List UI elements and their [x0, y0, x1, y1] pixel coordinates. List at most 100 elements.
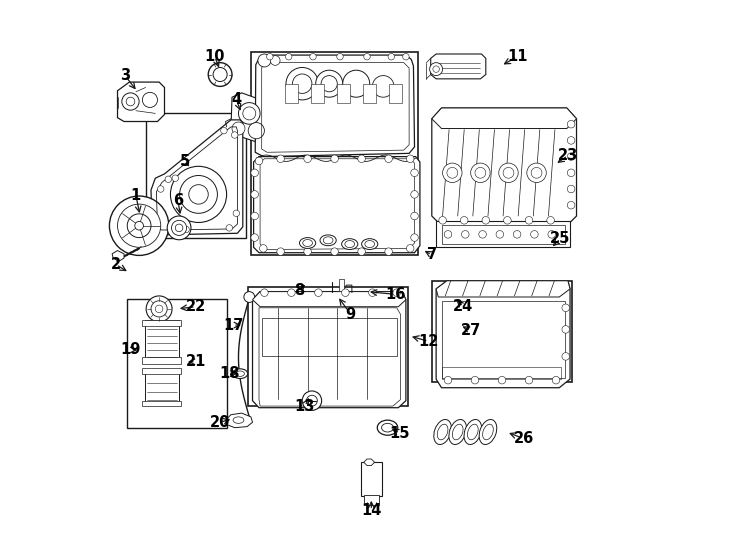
Circle shape [531, 231, 538, 238]
Circle shape [277, 155, 284, 163]
Text: 6: 6 [173, 193, 183, 208]
Circle shape [411, 212, 418, 220]
Text: 5: 5 [180, 154, 190, 170]
Circle shape [504, 217, 511, 224]
Circle shape [475, 167, 486, 178]
Circle shape [385, 155, 393, 163]
Text: 21: 21 [186, 354, 206, 369]
Text: 24: 24 [453, 299, 473, 314]
Circle shape [233, 210, 239, 217]
Circle shape [562, 353, 570, 360]
Circle shape [251, 169, 258, 177]
Ellipse shape [236, 371, 244, 376]
Bar [262, 318, 396, 356]
Circle shape [175, 224, 183, 232]
Circle shape [337, 53, 344, 60]
Circle shape [460, 217, 468, 224]
Circle shape [270, 56, 280, 65]
Polygon shape [431, 54, 486, 79]
Ellipse shape [341, 239, 357, 249]
Bar [142, 320, 181, 326]
Circle shape [368, 289, 377, 296]
Circle shape [251, 212, 258, 220]
Circle shape [277, 248, 284, 255]
Ellipse shape [434, 420, 451, 444]
Text: 22: 22 [186, 299, 206, 314]
Circle shape [156, 305, 163, 313]
Text: 11: 11 [507, 49, 527, 64]
Text: 25: 25 [550, 231, 570, 246]
Text: 27: 27 [460, 323, 481, 338]
Text: 18: 18 [219, 366, 239, 381]
Circle shape [447, 167, 458, 178]
Text: 12: 12 [418, 334, 439, 349]
Circle shape [286, 53, 292, 60]
Text: 7: 7 [426, 247, 437, 262]
Polygon shape [364, 459, 374, 465]
Circle shape [304, 248, 311, 255]
Polygon shape [117, 82, 164, 122]
Circle shape [117, 204, 161, 247]
Circle shape [243, 107, 255, 120]
Circle shape [526, 376, 533, 384]
Bar [432, 281, 573, 382]
Bar [145, 113, 245, 238]
Circle shape [127, 214, 151, 238]
Ellipse shape [377, 420, 398, 435]
Circle shape [471, 376, 479, 384]
Circle shape [122, 93, 139, 110]
Circle shape [261, 289, 268, 296]
Ellipse shape [233, 417, 244, 423]
Circle shape [165, 176, 172, 183]
Circle shape [189, 185, 208, 204]
Text: 1: 1 [131, 188, 141, 203]
Circle shape [208, 63, 232, 86]
Circle shape [260, 245, 267, 252]
Circle shape [385, 248, 393, 255]
Text: 8: 8 [294, 283, 304, 298]
Circle shape [151, 301, 167, 317]
Circle shape [479, 231, 487, 238]
Circle shape [567, 169, 575, 177]
Circle shape [109, 196, 169, 255]
Text: 17: 17 [223, 318, 243, 333]
Text: 20: 20 [210, 415, 230, 430]
Ellipse shape [362, 239, 378, 249]
Bar [442, 225, 564, 244]
Bar [360, 462, 382, 496]
Circle shape [331, 248, 338, 255]
Polygon shape [436, 281, 570, 388]
Circle shape [255, 157, 263, 165]
Circle shape [292, 74, 312, 93]
Text: 16: 16 [385, 287, 405, 302]
Circle shape [403, 53, 409, 60]
Bar [339, 279, 344, 291]
Circle shape [316, 70, 343, 97]
Circle shape [180, 176, 217, 213]
Circle shape [393, 289, 401, 296]
Circle shape [244, 292, 255, 302]
Polygon shape [436, 281, 570, 297]
Ellipse shape [323, 237, 333, 244]
Circle shape [251, 234, 258, 241]
Circle shape [503, 167, 514, 178]
Circle shape [567, 153, 575, 160]
Ellipse shape [299, 238, 316, 248]
Ellipse shape [320, 235, 336, 246]
Circle shape [567, 185, 575, 193]
Circle shape [213, 68, 227, 82]
Circle shape [248, 123, 264, 139]
Bar [285, 84, 298, 103]
Bar [310, 84, 324, 103]
Circle shape [364, 53, 370, 60]
Circle shape [135, 221, 143, 230]
Ellipse shape [449, 420, 467, 444]
Text: 23: 23 [558, 148, 578, 163]
Text: 4: 4 [231, 92, 241, 107]
Ellipse shape [468, 424, 478, 440]
Circle shape [526, 217, 533, 224]
Ellipse shape [382, 423, 393, 432]
Circle shape [470, 163, 490, 183]
Circle shape [548, 231, 556, 238]
Text: 3: 3 [120, 68, 130, 83]
